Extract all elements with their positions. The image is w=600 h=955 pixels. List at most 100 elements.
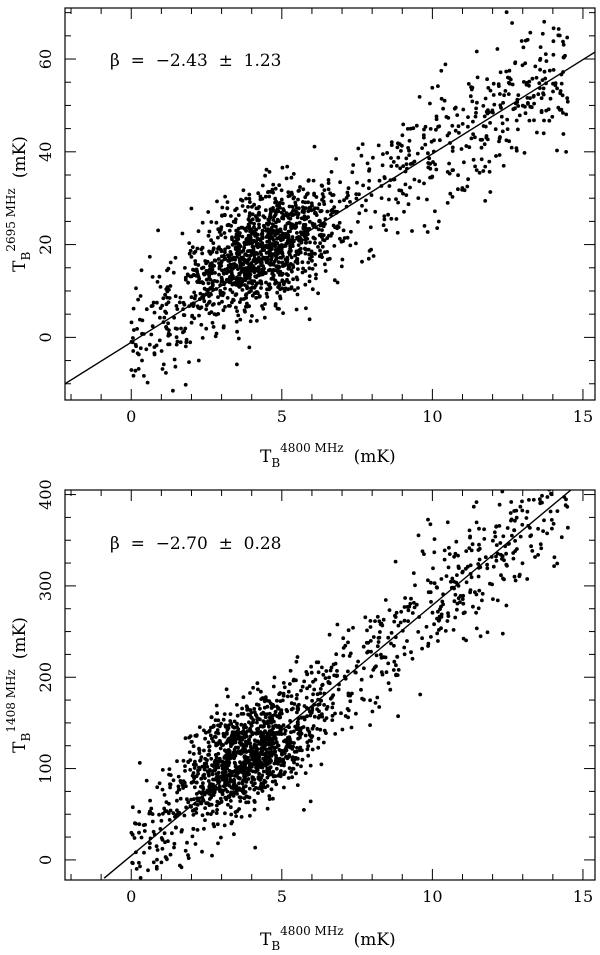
data-point: [201, 797, 205, 802]
data-point: [145, 380, 150, 385]
data-point: [471, 119, 475, 124]
data-point: [262, 724, 266, 729]
data-point: [207, 301, 211, 305]
data-point: [256, 267, 261, 271]
data-point: [263, 194, 268, 199]
data-point: [205, 811, 210, 816]
data-point: [291, 209, 295, 213]
data-point: [241, 770, 246, 775]
data-point: [434, 167, 439, 172]
data-point: [245, 285, 250, 289]
data-point: [245, 225, 250, 230]
data-point: [239, 197, 243, 202]
data-point: [295, 762, 300, 767]
data-point: [333, 732, 338, 736]
data-point: [304, 226, 308, 231]
data-point: [475, 75, 480, 80]
data-point: [564, 150, 568, 154]
data-point: [270, 187, 275, 192]
data-point: [149, 332, 154, 337]
data-point: [274, 740, 279, 744]
data-point: [274, 753, 278, 758]
data-point: [193, 759, 197, 764]
data-point: [252, 221, 256, 226]
data-point: [312, 191, 316, 196]
data-point: [543, 52, 548, 56]
y-tick-label: 20: [36, 234, 55, 254]
data-point: [247, 786, 252, 791]
data-point: [156, 228, 161, 233]
data-point: [201, 271, 206, 276]
data-point: [290, 235, 295, 239]
data-point: [186, 856, 191, 860]
data-point: [329, 170, 334, 174]
data-point: [254, 240, 258, 244]
data-point: [273, 186, 278, 191]
data-point: [202, 826, 206, 831]
data-point: [405, 126, 410, 131]
data-point: [319, 762, 324, 767]
data-point: [423, 142, 428, 147]
data-point: [235, 247, 240, 251]
data-point: [474, 500, 479, 504]
data-point: [474, 49, 479, 54]
data-point: [509, 517, 514, 522]
data-point: [422, 552, 426, 556]
data-point: [412, 605, 417, 610]
data-point: [274, 280, 279, 285]
x-label-main: T: [260, 930, 272, 950]
data-point: [168, 785, 173, 790]
data-point: [138, 294, 143, 298]
data-point: [361, 183, 365, 188]
data-point: [395, 230, 400, 235]
data-point: [241, 777, 246, 782]
data-point: [225, 206, 230, 211]
data-point: [516, 93, 521, 97]
data-point: [233, 764, 238, 768]
data-point: [342, 236, 347, 240]
data-point: [327, 675, 331, 680]
data-point: [134, 286, 138, 291]
data-point: [177, 300, 182, 305]
data-point: [246, 222, 251, 227]
data-point: [330, 718, 335, 722]
data-point: [438, 138, 442, 143]
data-point: [231, 794, 236, 798]
data-points: [129, 490, 570, 880]
data-point: [220, 770, 225, 775]
data-point: [251, 777, 255, 782]
data-point: [457, 566, 461, 570]
data-point: [429, 635, 433, 639]
data-point: [314, 272, 318, 277]
data-point: [547, 68, 552, 73]
data-point: [404, 193, 409, 198]
data-point: [216, 770, 221, 775]
data-point: [254, 702, 259, 707]
data-point: [286, 689, 291, 694]
data-point: [137, 761, 142, 765]
data-point: [176, 787, 181, 792]
data-point: [289, 255, 294, 260]
data-point: [414, 123, 419, 128]
data-point: [217, 264, 222, 269]
data-point: [442, 557, 447, 562]
data-point: [263, 173, 267, 178]
data-point: [541, 92, 546, 97]
data-point: [362, 666, 366, 671]
data-point: [464, 549, 469, 553]
data-point: [439, 615, 444, 619]
data-point: [213, 759, 218, 764]
y-label-main: T: [10, 741, 30, 753]
data-point: [220, 279, 225, 284]
data-point: [285, 164, 290, 169]
data-point: [268, 765, 273, 770]
data-point: [295, 756, 300, 761]
data-point: [493, 534, 498, 539]
data-point: [377, 705, 382, 709]
data-point: [476, 548, 481, 552]
data-point: [492, 530, 497, 535]
data-point: [283, 227, 287, 231]
data-point: [258, 197, 263, 202]
data-point: [389, 156, 393, 160]
